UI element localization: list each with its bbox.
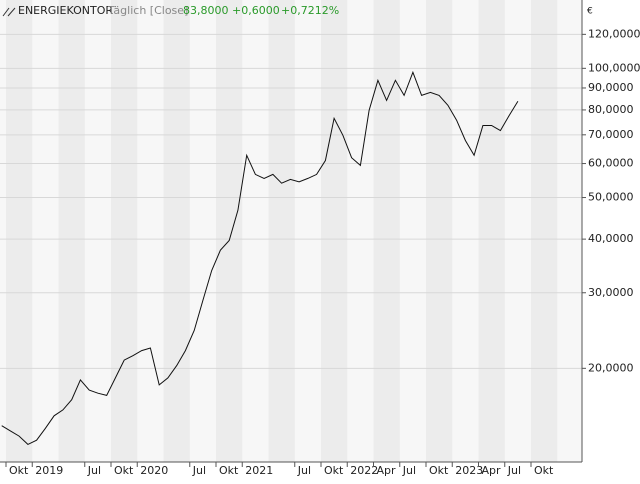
y-tick-label: 80,0000	[588, 103, 634, 116]
x-tick-label: Okt	[9, 464, 29, 477]
y-tick-label: 90,0000	[588, 81, 634, 94]
quarter-band	[478, 0, 505, 462]
y-tick-label: 40,0000	[588, 232, 634, 245]
y-tick-label: 30,0000	[588, 286, 634, 299]
y-tick-label: 60,0000	[588, 157, 634, 170]
x-tick-label: Apr	[482, 464, 502, 477]
x-tick-label: Okt	[429, 464, 449, 477]
chart-icon	[2, 7, 16, 17]
x-tick-label: Jul	[402, 464, 416, 477]
price-change: +0,6000	[232, 4, 280, 17]
x-tick-label: Okt	[114, 464, 134, 477]
x-tick-label: Jul	[297, 464, 311, 477]
quarter-band	[6, 0, 33, 462]
currency: €	[587, 7, 593, 17]
x-tick-label: 2019	[35, 464, 63, 477]
x-tick-label: 2023	[455, 464, 483, 477]
quarter-band	[373, 0, 400, 462]
quarter-band	[163, 0, 190, 462]
quarter-band	[58, 0, 85, 462]
x-tick-label: 2022	[350, 464, 378, 477]
x-tick-label: Jul	[507, 464, 521, 477]
y-tick-label: 100,0000	[588, 61, 640, 74]
price-line	[1, 70, 519, 445]
quarter-band	[111, 0, 138, 462]
x-tick-label: Okt	[534, 464, 554, 477]
x-tick-label: Okt	[219, 464, 239, 477]
quarter-band	[216, 0, 243, 462]
chart-title: ENERGIEKONTOR	[18, 4, 113, 17]
quarter-band	[321, 0, 348, 462]
x-tick-label: 2020	[140, 464, 168, 477]
x-tick-label: Jul	[87, 464, 101, 477]
chart-subtitle: Täglich [Close]	[107, 4, 188, 17]
x-tick-label: 2021	[245, 464, 273, 477]
x-tick-label: Okt	[324, 464, 344, 477]
last-price: 83,8000	[183, 4, 229, 17]
quarter-band	[531, 0, 558, 462]
x-tick-label: Apr	[377, 464, 397, 477]
quarter-band	[426, 0, 453, 462]
y-tick-label: 20,0000	[588, 361, 634, 374]
y-tick-label: 70,0000	[588, 128, 634, 141]
x-tick-label: Jul	[192, 464, 206, 477]
percent-change: +0,7212%	[281, 4, 339, 17]
y-tick-label: 50,0000	[588, 191, 634, 204]
quarter-band	[268, 0, 295, 462]
y-tick-label: 120,0000	[588, 27, 640, 40]
